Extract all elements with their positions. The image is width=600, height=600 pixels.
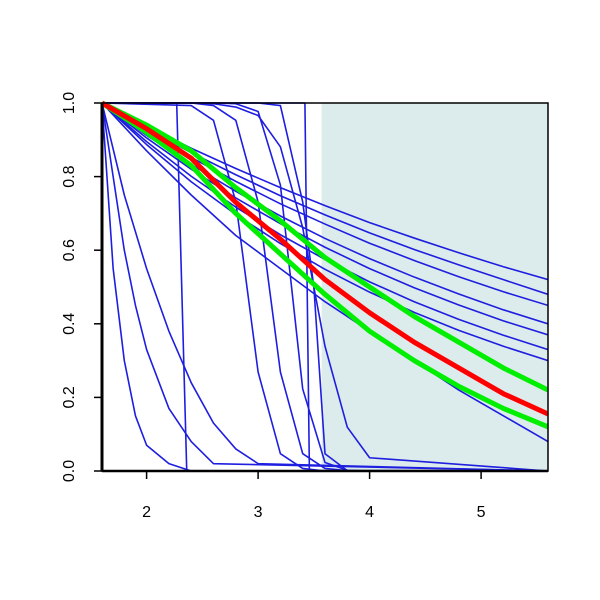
y-tick-label: 1.0 — [61, 92, 78, 114]
curve — [102, 102, 548, 336]
y-tick-label: 0.0 — [61, 460, 78, 482]
curve — [102, 102, 548, 443]
curve — [102, 102, 548, 472]
curve — [102, 102, 548, 362]
x-tick-label: 5 — [477, 504, 486, 521]
x-tick-label: 2 — [142, 504, 151, 521]
y-tick-label: 0.8 — [61, 165, 78, 187]
y-tick-label: 0.4 — [61, 313, 78, 335]
curve — [102, 100, 548, 417]
shaded-region — [321, 103, 548, 471]
curve — [102, 102, 548, 472]
curve — [102, 100, 548, 393]
x-tick-label: 4 — [365, 504, 374, 521]
y-tick-label: 0.2 — [61, 386, 78, 408]
curve — [102, 100, 548, 430]
x-tick-label: 3 — [254, 504, 263, 521]
y-tick-label: 0.6 — [61, 239, 78, 261]
